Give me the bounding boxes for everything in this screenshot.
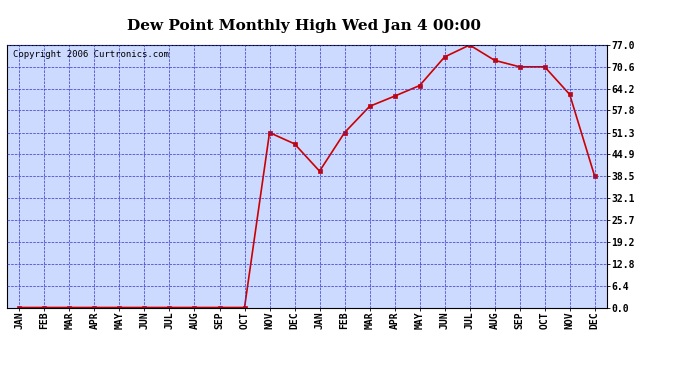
Text: Dew Point Monthly High Wed Jan 4 00:00: Dew Point Monthly High Wed Jan 4 00:00 [126, 19, 481, 33]
Text: Copyright 2006 Curtronics.com: Copyright 2006 Curtronics.com [13, 50, 169, 59]
